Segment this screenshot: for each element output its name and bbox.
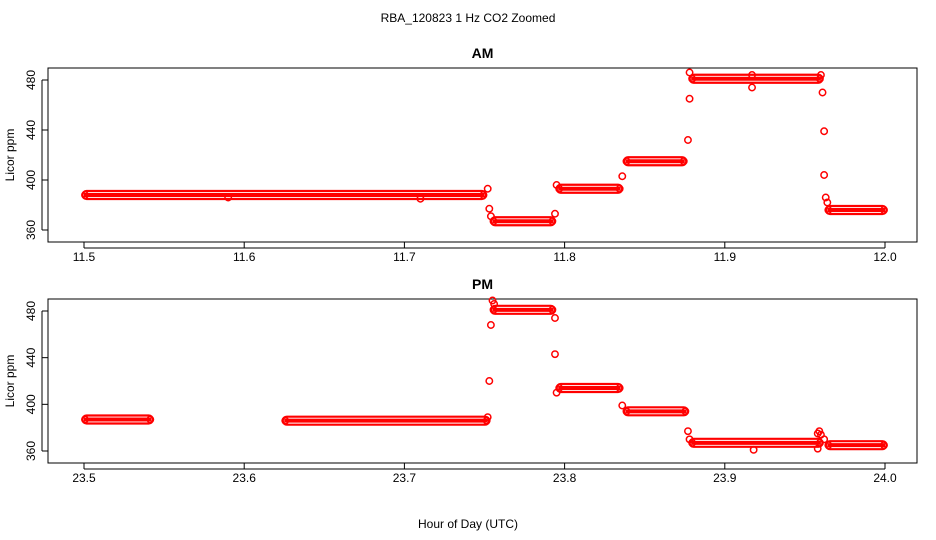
pm-data-point xyxy=(483,413,492,422)
am-y-tick-label: 400 xyxy=(24,170,38,190)
am-data-point xyxy=(622,157,631,166)
am-data-point xyxy=(824,206,833,214)
am-data-point xyxy=(679,157,688,166)
pm-data-point xyxy=(486,321,495,329)
pm-x-tick-label: 23.9 xyxy=(713,471,737,485)
pm-data-point xyxy=(681,407,690,416)
pm-data-point xyxy=(813,444,822,453)
am-data-point xyxy=(820,127,829,136)
am-data-point xyxy=(551,209,559,218)
pm-data-point xyxy=(81,415,89,424)
figure-title: RBA_120823 1 Hz CO2 Zoomed xyxy=(381,11,556,25)
am-data-point xyxy=(416,194,425,203)
am-data-point xyxy=(688,74,697,83)
am-data-point xyxy=(815,74,824,83)
pm-x-tick-label: 23.7 xyxy=(393,471,417,485)
am-data-point xyxy=(483,184,492,193)
am-data-point xyxy=(552,181,561,189)
pm-data-point xyxy=(146,415,155,424)
pm-data-point xyxy=(749,445,758,454)
am-x-tick-label: 11.8 xyxy=(553,250,576,264)
pm-data-point xyxy=(548,305,557,314)
am-x-tick-label: 11.5 xyxy=(73,250,96,264)
am-data-point xyxy=(685,68,694,77)
pm-x-tick-label: 24.0 xyxy=(873,471,897,485)
pm-data-point xyxy=(551,350,559,359)
am-data-point xyxy=(81,191,89,199)
am-data-point xyxy=(618,172,627,181)
pm-data-point xyxy=(281,416,290,425)
am-data-point xyxy=(486,212,495,221)
pm-y-tick-label: 400 xyxy=(24,394,38,414)
am-data-point xyxy=(818,88,827,97)
pm-data-point xyxy=(615,384,624,392)
am-data-point xyxy=(224,193,233,202)
pm-data-point xyxy=(551,314,559,322)
am-data-point xyxy=(748,71,756,79)
am-y-tick-label: 480 xyxy=(24,70,38,90)
pm-data-point xyxy=(684,427,692,436)
am-data-point xyxy=(748,83,756,92)
am-data-point xyxy=(479,191,488,199)
pm-data-point xyxy=(552,388,561,397)
am-data-point xyxy=(485,204,494,213)
pm-x-tick-label: 23.6 xyxy=(233,471,257,485)
chart-panel-pm: PM Licor ppm 23.5 23.6 23.7 23.8 23.9 24.0 360 40… xyxy=(3,276,918,485)
pm-data-point xyxy=(485,377,494,385)
pm-panel-title: PM xyxy=(472,276,493,292)
am-panel-title: AM xyxy=(472,45,494,61)
am-y-tick-label: 440 xyxy=(24,120,38,140)
pm-data-point xyxy=(880,441,888,450)
am-x-tick-label: 12.0 xyxy=(873,250,897,264)
pm-data-point xyxy=(622,407,631,416)
am-x-tick-label: 11.7 xyxy=(393,250,416,264)
am-data-point xyxy=(823,198,832,207)
pm-y-axis-label: Licor ppm xyxy=(3,355,17,408)
am-data-point xyxy=(685,94,694,103)
am-data-point xyxy=(684,136,692,144)
pm-data-point xyxy=(618,401,627,410)
am-data-point xyxy=(880,206,888,214)
pm-y-tick-label: 440 xyxy=(24,347,38,367)
am-data-point xyxy=(816,71,825,79)
pm-data-point xyxy=(490,300,499,308)
am-plot-frame xyxy=(47,67,918,243)
pm-data-point xyxy=(824,441,833,450)
pm-data-point xyxy=(820,435,829,444)
pm-x-tick-label: 23.8 xyxy=(553,471,577,485)
am-data-point xyxy=(820,171,829,179)
pm-data-point xyxy=(482,416,491,425)
am-x-tick-label: 11.6 xyxy=(233,250,256,264)
x-axis-label: Hour of Day (UTC) xyxy=(418,517,518,531)
am-x-tick-label: 11.9 xyxy=(714,250,737,264)
am-y-tick-label: 360 xyxy=(24,220,38,240)
pm-y-tick-label: 360 xyxy=(24,441,38,461)
pm-y-tick-label: 480 xyxy=(24,301,38,321)
am-data-point xyxy=(615,184,624,193)
pm-data-point xyxy=(685,435,694,444)
am-data-point xyxy=(548,217,557,226)
chart-panel-am: AM Licor ppm 11.5 11.6 11.7 11.8 11.9 12.0 360 40… xyxy=(3,45,918,264)
am-data-point xyxy=(821,193,830,202)
pm-x-tick-label: 23.5 xyxy=(72,471,96,485)
am-y-axis-label: Licor ppm xyxy=(3,129,17,182)
pm-plot-frame xyxy=(47,298,918,464)
